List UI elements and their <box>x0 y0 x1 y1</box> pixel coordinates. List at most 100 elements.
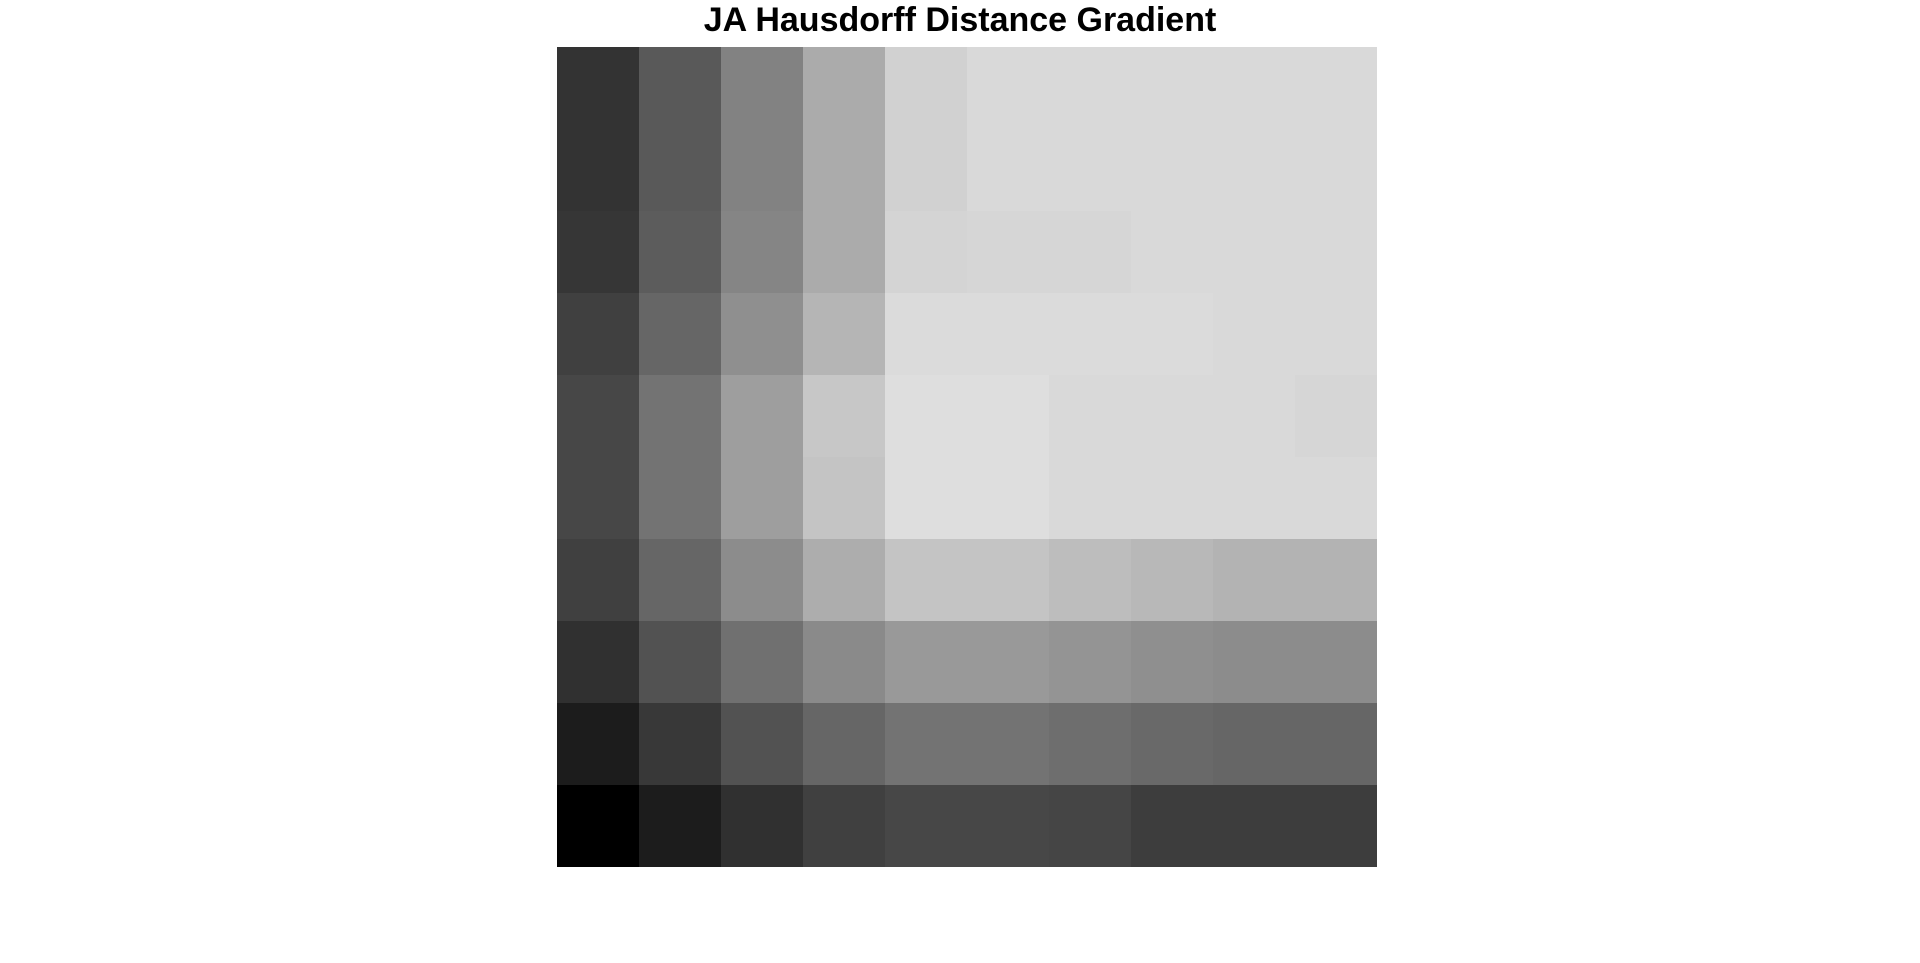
heatmap-cell-r9-c2 <box>721 785 804 867</box>
heatmap-cell-r9-c0 <box>557 785 640 867</box>
heatmap-cell-r7-c3 <box>803 621 886 704</box>
heatmap-cell-r0-c9 <box>1295 47 1377 130</box>
heatmap-cell-r8-c2 <box>721 703 804 786</box>
heatmap-cell-r3-c3 <box>803 293 886 376</box>
heatmap-cell-r6-c9 <box>1295 539 1377 622</box>
heatmap-cell-r7-c2 <box>721 621 804 704</box>
heatmap-cell-r8-c9 <box>1295 703 1377 786</box>
heatmap-cell-r2-c2 <box>721 211 804 294</box>
heatmap-cell-r4-c9 <box>1295 375 1377 458</box>
heatmap-cell-r9-c3 <box>803 785 886 867</box>
heatmap-cell-r9-c7 <box>1131 785 1214 867</box>
heatmap-cell-r2-c9 <box>1295 211 1377 294</box>
heatmap-cell-r5-c4 <box>885 457 968 540</box>
heatmap-cell-r7-c7 <box>1131 621 1214 704</box>
heatmap-cell-r1-c4 <box>885 129 968 212</box>
heatmap-cell-r5-c1 <box>639 457 722 540</box>
heatmap-cell-r4-c6 <box>1049 375 1132 458</box>
heatmap-cell-r2-c1 <box>639 211 722 294</box>
heatmap-cell-r6-c1 <box>639 539 722 622</box>
heatmap-cell-r8-c4 <box>885 703 968 786</box>
heatmap-cell-r5-c7 <box>1131 457 1214 540</box>
heatmap-cell-r3-c4 <box>885 293 968 376</box>
heatmap-cell-r4-c8 <box>1213 375 1296 458</box>
heatmap-cell-r0-c0 <box>557 47 640 130</box>
heatmap-cell-r6-c8 <box>1213 539 1296 622</box>
heatmap-cell-r2-c6 <box>1049 211 1132 294</box>
heatmap-cell-r8-c8 <box>1213 703 1296 786</box>
heatmap-cell-r3-c5 <box>967 293 1050 376</box>
heatmap-cell-r6-c2 <box>721 539 804 622</box>
heatmap-cell-r1-c0 <box>557 129 640 212</box>
heatmap-cell-r6-c7 <box>1131 539 1214 622</box>
heatmap-cell-r3-c7 <box>1131 293 1214 376</box>
heatmap-cell-r0-c7 <box>1131 47 1214 130</box>
heatmap-cell-r6-c0 <box>557 539 640 622</box>
heatmap-cell-r3-c0 <box>557 293 640 376</box>
heatmap-cell-r2-c3 <box>803 211 886 294</box>
heatmap-cell-r2-c0 <box>557 211 640 294</box>
heatmap-cell-r1-c5 <box>967 129 1050 212</box>
heatmap-cell-r9-c1 <box>639 785 722 867</box>
heatmap-cell-r0-c3 <box>803 47 886 130</box>
heatmap-cell-r6-c4 <box>885 539 968 622</box>
heatmap-cell-r8-c6 <box>1049 703 1132 786</box>
heatmap-cell-r1-c8 <box>1213 129 1296 212</box>
heatmap-cell-r5-c2 <box>721 457 804 540</box>
heatmap-cell-r7-c6 <box>1049 621 1132 704</box>
heatmap-cell-r2-c8 <box>1213 211 1296 294</box>
heatmap-cell-r0-c1 <box>639 47 722 130</box>
heatmap-cell-r9-c4 <box>885 785 968 867</box>
heatmap-cell-r1-c6 <box>1049 129 1132 212</box>
chart-title: JA Hausdorff Distance Gradient <box>703 1 1217 39</box>
heatmap-cell-r3-c2 <box>721 293 804 376</box>
heatmap-cell-r4-c1 <box>639 375 722 458</box>
heatmap-cell-r9-c5 <box>967 785 1050 867</box>
heatmap-cell-r3-c1 <box>639 293 722 376</box>
heatmap-cell-r4-c5 <box>967 375 1050 458</box>
heatmap-cell-r4-c7 <box>1131 375 1214 458</box>
heatmap-cell-r1-c9 <box>1295 129 1377 212</box>
heatmap-cell-r4-c0 <box>557 375 640 458</box>
heatmap-cell-r5-c5 <box>967 457 1050 540</box>
heatmap-plot <box>557 47 1377 867</box>
heatmap-cell-r9-c9 <box>1295 785 1377 867</box>
heatmap-cell-r2-c7 <box>1131 211 1214 294</box>
heatmap-cell-r3-c9 <box>1295 293 1377 376</box>
heatmap-cell-r6-c5 <box>967 539 1050 622</box>
heatmap-cell-r1-c3 <box>803 129 886 212</box>
heatmap-cell-r5-c6 <box>1049 457 1132 540</box>
heatmap-cell-r9-c6 <box>1049 785 1132 867</box>
heatmap-cell-r1-c2 <box>721 129 804 212</box>
heatmap-cell-r8-c0 <box>557 703 640 786</box>
heatmap-cell-r5-c3 <box>803 457 886 540</box>
heatmap-cell-r0-c2 <box>721 47 804 130</box>
heatmap-cell-r9-c8 <box>1213 785 1296 867</box>
heatmap-cell-r5-c0 <box>557 457 640 540</box>
heatmap-cell-r1-c7 <box>1131 129 1214 212</box>
heatmap-cell-r4-c3 <box>803 375 886 458</box>
heatmap-cell-r3-c6 <box>1049 293 1132 376</box>
heatmap-cell-r3-c8 <box>1213 293 1296 376</box>
heatmap-cell-r7-c8 <box>1213 621 1296 704</box>
heatmap-cell-r0-c8 <box>1213 47 1296 130</box>
heatmap-cell-r7-c4 <box>885 621 968 704</box>
heatmap-cell-r6-c6 <box>1049 539 1132 622</box>
heatmap-cell-r0-c5 <box>967 47 1050 130</box>
heatmap-cell-r7-c1 <box>639 621 722 704</box>
heatmap-cell-r8-c7 <box>1131 703 1214 786</box>
heatmap-cell-r1-c1 <box>639 129 722 212</box>
heatmap-cell-r8-c5 <box>967 703 1050 786</box>
heatmap-cell-r5-c9 <box>1295 457 1377 540</box>
heatmap-cell-r0-c6 <box>1049 47 1132 130</box>
heatmap-cell-r4-c4 <box>885 375 968 458</box>
heatmap-cell-r7-c0 <box>557 621 640 704</box>
heatmap-cell-r8-c3 <box>803 703 886 786</box>
heatmap-cell-r7-c9 <box>1295 621 1377 704</box>
heatmap-cell-r2-c4 <box>885 211 968 294</box>
heatmap-cell-r8-c1 <box>639 703 722 786</box>
heatmap-cell-r2-c5 <box>967 211 1050 294</box>
heatmap-cell-r4-c2 <box>721 375 804 458</box>
heatmap-cell-r6-c3 <box>803 539 886 622</box>
heatmap-cell-r5-c8 <box>1213 457 1296 540</box>
